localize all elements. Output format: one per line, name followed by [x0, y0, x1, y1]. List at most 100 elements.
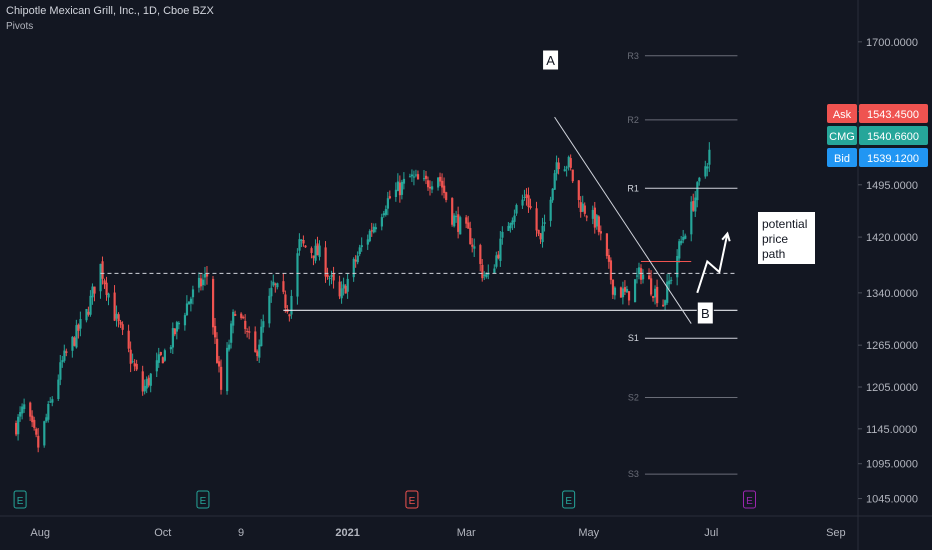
candle-body	[557, 162, 560, 170]
candle-body	[648, 275, 651, 280]
projected-path	[696, 233, 729, 294]
candle-body	[155, 360, 158, 372]
candle-body	[228, 344, 231, 350]
candle-body	[246, 330, 249, 332]
quote-badge-value-bg	[859, 126, 928, 145]
y-tick-label: 1340.0000	[866, 288, 918, 300]
pivot-label-r2: R2	[627, 115, 639, 125]
candle-body	[51, 399, 54, 403]
earnings-marker-label: E	[17, 496, 24, 507]
annotation-b-label: B	[701, 306, 710, 321]
quote-badge-name: CMG	[829, 131, 855, 143]
annotation-note-line: path	[762, 247, 785, 261]
candle-body	[698, 177, 701, 182]
candle-body	[49, 401, 52, 403]
candle-body	[256, 351, 259, 357]
candle-body	[529, 206, 532, 208]
candle-body	[189, 298, 193, 304]
candle-body	[65, 351, 68, 353]
candle-body	[248, 331, 251, 333]
candle-body	[89, 295, 92, 315]
annotation-a-box	[542, 49, 560, 71]
quote-badge-bid: Bid 1539.1200	[827, 148, 928, 167]
y-tick-label: 1700.0000	[866, 37, 918, 49]
candle-body	[45, 417, 48, 422]
candle-body	[43, 421, 46, 446]
candle-body	[87, 311, 90, 315]
candle-body	[422, 178, 426, 180]
candle-body	[47, 403, 50, 420]
earnings-marker-icon: E	[196, 490, 210, 509]
candle-body	[680, 240, 683, 244]
candle-body	[71, 336, 74, 351]
candle-body	[214, 325, 217, 338]
candle-body	[79, 319, 82, 329]
candle-body	[684, 235, 687, 239]
earnings-marker-icon: E	[13, 490, 27, 509]
annotation-a-label: A	[546, 53, 555, 68]
candle-body	[268, 295, 271, 324]
x-tick-label: May	[578, 527, 599, 539]
candle-body	[119, 321, 122, 325]
candle-body	[159, 352, 162, 356]
candle-body	[682, 236, 685, 241]
candle-body	[613, 287, 617, 296]
candle-body	[258, 344, 261, 358]
candle-body	[619, 287, 623, 298]
candle-body	[163, 350, 166, 361]
candle-body	[19, 412, 22, 417]
candle-body	[521, 199, 524, 206]
x-tick-label: Sep	[826, 527, 846, 539]
candle-body	[662, 304, 665, 307]
candle-body	[581, 203, 584, 212]
y-tick-label: 1205.0000	[866, 382, 918, 394]
candle-body	[455, 216, 458, 218]
candle-body	[226, 347, 229, 392]
candle-body	[641, 274, 645, 280]
quote-badge-value-bg	[859, 148, 928, 167]
candle-body	[143, 385, 146, 392]
candle-body	[17, 416, 20, 435]
candle-body	[424, 175, 428, 179]
indicator-label[interactable]: Pivots	[6, 21, 34, 32]
candle-body	[121, 324, 124, 330]
quote-badge-ask: Ask 1543.4500	[827, 104, 928, 123]
candle-body	[310, 248, 313, 253]
candle-body	[127, 330, 130, 349]
candle-body	[244, 320, 247, 329]
candle-body	[21, 406, 24, 414]
candle-body	[635, 275, 639, 277]
quote-badge-cmg: CMG 1540.6600	[827, 126, 928, 145]
candle-body	[37, 435, 40, 448]
candle-body	[493, 268, 496, 273]
candle-body	[485, 273, 488, 278]
earnings-marker-label: E	[746, 496, 753, 507]
candle-body	[507, 225, 510, 231]
candle-body	[441, 180, 444, 188]
trend-line	[554, 116, 692, 324]
candle-body	[57, 379, 60, 399]
candle-body	[678, 241, 681, 259]
y-tick-label: 1145.0000	[866, 424, 917, 436]
candle-body	[625, 288, 629, 293]
candle-body	[692, 201, 695, 211]
candle-body	[149, 373, 152, 386]
quote-badge-name: Bid	[834, 153, 850, 165]
candle-body	[316, 243, 319, 256]
x-tick-label: 9	[238, 527, 244, 539]
candle-body	[627, 291, 631, 301]
earnings-marker-box	[405, 490, 419, 509]
candle-body	[431, 186, 434, 190]
y-tick-label: 1420.0000	[866, 232, 918, 244]
candle-body	[23, 404, 26, 410]
candle-body	[133, 363, 136, 367]
earnings-marker-box	[742, 490, 756, 509]
candle-body	[370, 230, 373, 232]
candle-body	[346, 278, 349, 292]
candle-body	[668, 280, 671, 285]
earnings-marker-icon: E	[405, 490, 419, 509]
candle-body	[676, 256, 679, 278]
candle-body	[201, 279, 205, 286]
candle-body	[453, 215, 456, 227]
